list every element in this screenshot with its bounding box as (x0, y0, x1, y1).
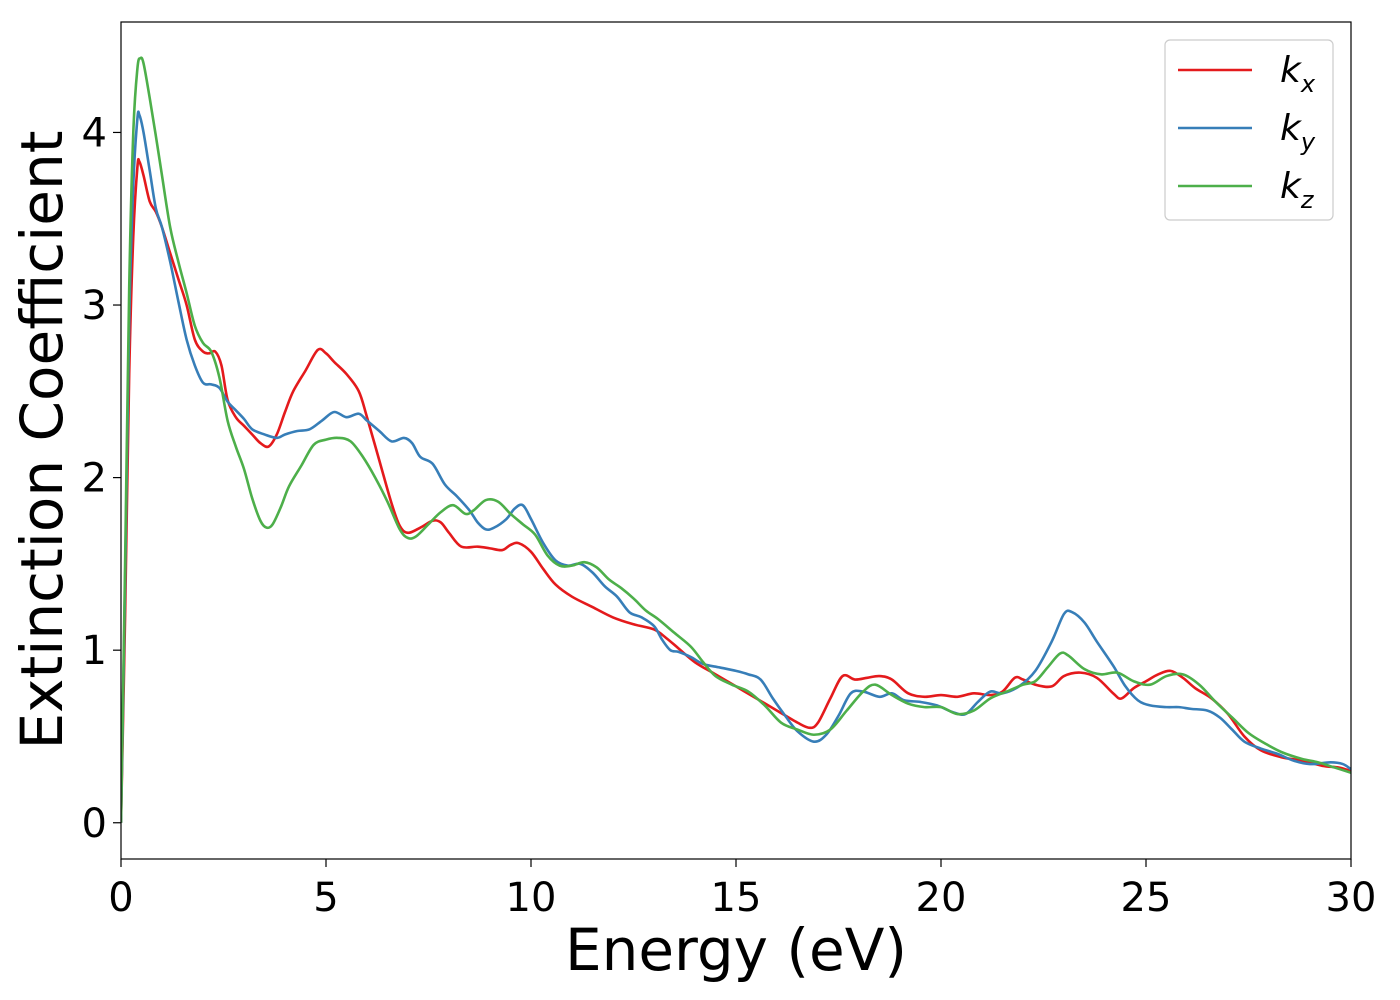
y-axis: 0 1 2 3 4 (82, 110, 121, 847)
legend-label-kx: kx (1280, 50, 1316, 98)
x-tick-label: 15 (711, 875, 762, 921)
series-line-kz (121, 56, 1351, 823)
x-axis-label: Energy (eV) (565, 916, 907, 984)
x-tick-label: 10 (506, 875, 557, 921)
series-layer (121, 56, 1351, 823)
x-axis: 0 5 10 15 20 25 30 (108, 859, 1376, 921)
legend-label-ky: ky (1280, 108, 1316, 156)
y-tick-label: 0 (82, 801, 107, 847)
y-tick-label: 1 (82, 628, 107, 674)
x-tick-label: 30 (1326, 875, 1377, 921)
y-axis-label: Extinction Coefficient (8, 131, 76, 750)
y-tick-label: 4 (82, 110, 107, 156)
series-line-ky (121, 110, 1351, 823)
x-tick-label: 20 (916, 875, 967, 921)
y-tick-label: 3 (82, 283, 107, 329)
legend-frame (1164, 39, 1334, 221)
y-tick-label: 2 (82, 456, 107, 502)
legend-label-kz: kz (1280, 166, 1315, 214)
legend: kx ky kz (1164, 39, 1334, 221)
x-tick-label: 0 (108, 875, 133, 921)
x-tick-label: 5 (313, 875, 338, 921)
x-tick-label: 25 (1121, 875, 1172, 921)
